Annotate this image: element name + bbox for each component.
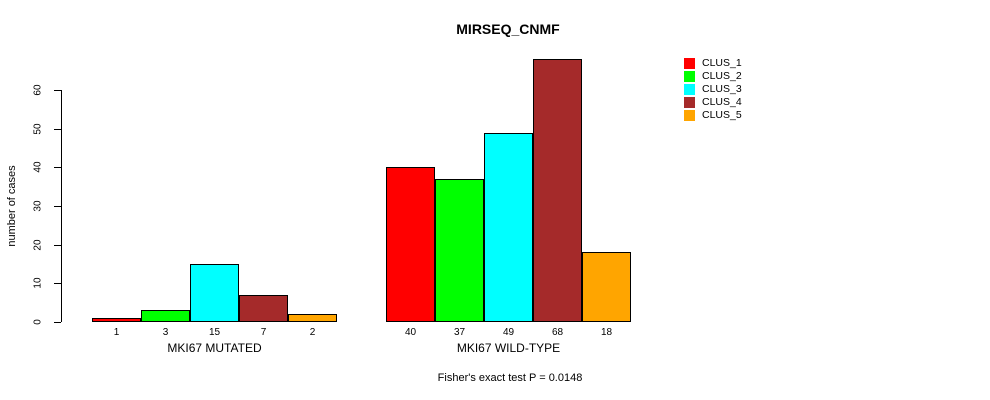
legend-label: CLUS_3 <box>702 83 742 95</box>
y-tick-label: 0 <box>32 319 44 325</box>
bar-clus_2-1 <box>141 310 190 322</box>
legend-swatch-clus_1 <box>684 57 695 69</box>
bar-value-label: 68 <box>551 327 564 338</box>
legend-item-clus_2: CLUS_2 <box>684 70 742 82</box>
bar-clus_3-1 <box>190 264 239 322</box>
y-axis-tick <box>54 244 61 246</box>
legend-label: CLUS_2 <box>702 70 742 82</box>
y-tick-label: 40 <box>32 161 44 173</box>
legend-item-clus_1: CLUS_1 <box>684 57 742 69</box>
legend-item-clus_3: CLUS_3 <box>684 83 742 95</box>
y-axis-tick <box>54 283 61 285</box>
y-axis-tick <box>54 322 61 323</box>
legend-swatch-clus_2 <box>684 70 695 82</box>
legend-item-clus_5: CLUS_5 <box>684 109 742 121</box>
bar-value-label: 2 <box>309 327 316 338</box>
legend-swatch-clus_4 <box>684 96 695 108</box>
bar-clus_2-2 <box>435 178 484 322</box>
legend-label: CLUS_1 <box>702 57 742 69</box>
y-axis-tick <box>54 167 61 169</box>
bar-clus_3-2 <box>484 132 533 322</box>
bar-value-label: 18 <box>600 327 613 338</box>
legend-swatch-clus_5 <box>684 109 695 121</box>
bar-clus_1-1 <box>92 318 141 322</box>
bar-value-label: 1 <box>113 327 120 338</box>
y-tick-label: 20 <box>32 239 44 251</box>
group-label-1: MKI67 MUTATED <box>167 341 262 355</box>
y-tick-label: 50 <box>32 123 44 135</box>
legend-item-clus_4: CLUS_4 <box>684 96 742 108</box>
footer-annotation: Fisher's exact test P = 0.0148 <box>437 372 583 384</box>
bar-value-label: 37 <box>453 327 466 338</box>
y-axis-tick <box>54 90 61 91</box>
bar-value-label: 40 <box>404 327 417 338</box>
y-axis-tick <box>54 206 61 207</box>
bar-clus_1-2 <box>386 167 435 322</box>
bar-value-label: 7 <box>260 327 267 338</box>
bar-clus_4-2 <box>533 59 582 322</box>
group-label-2: MKI67 WILD-TYPE <box>456 341 561 355</box>
y-tick-label: 60 <box>32 84 44 96</box>
y-axis-tick <box>54 128 61 130</box>
bar-value-label: 3 <box>162 327 169 338</box>
legend-swatch-clus_3 <box>684 83 695 95</box>
bar-value-label: 15 <box>208 327 221 338</box>
legend-label: CLUS_4 <box>702 96 742 108</box>
y-tick-label: 10 <box>32 277 44 289</box>
chart-title: MIRSEQ_CNMF <box>456 21 560 37</box>
bar-value-label: 49 <box>502 327 515 338</box>
bar-clus_5-1 <box>288 314 337 322</box>
bar-clus_5-2 <box>582 252 631 322</box>
y-axis-label: number of cases <box>6 165 18 247</box>
bar-clus_4-1 <box>239 294 288 322</box>
y-axis-line <box>61 90 62 322</box>
legend-label: CLUS_5 <box>702 109 742 121</box>
y-tick-label: 30 <box>32 200 44 212</box>
